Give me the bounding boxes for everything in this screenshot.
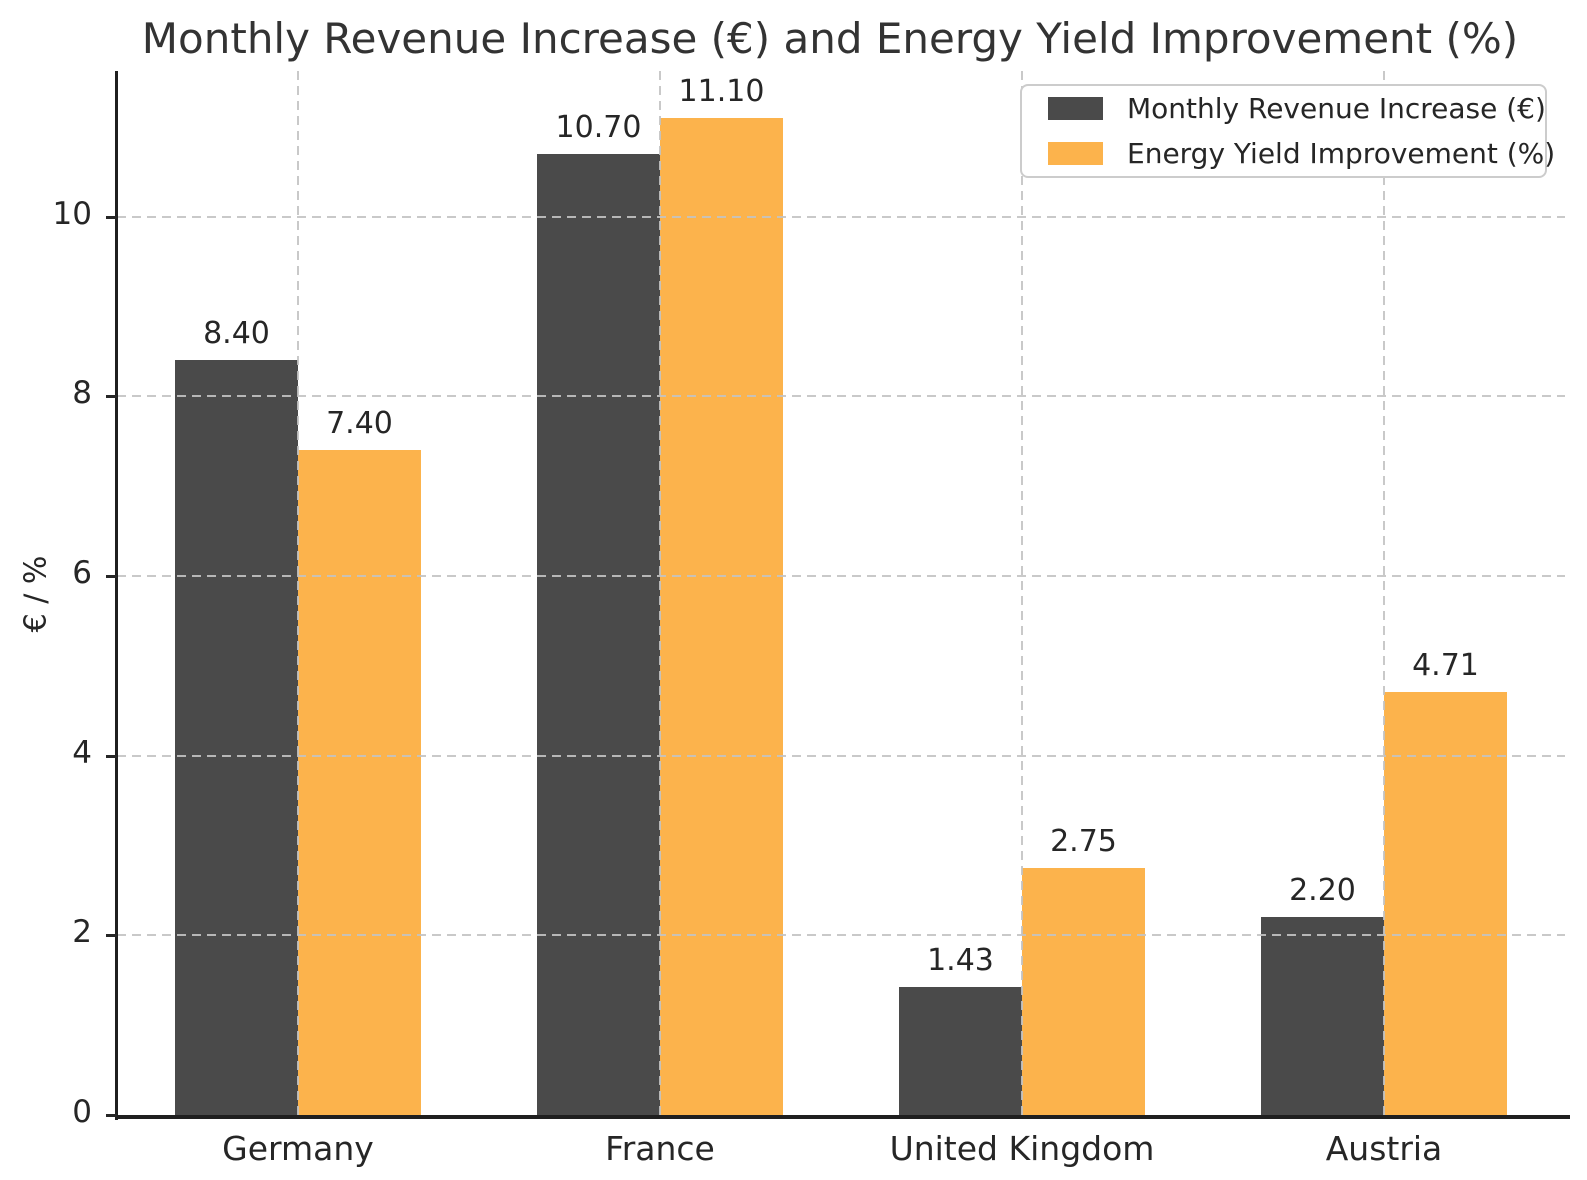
legend: Monthly Revenue Increase (€) Energy Yiel…	[1020, 84, 1555, 178]
x-tick-label: Germany	[222, 1129, 374, 1168]
bar-yield-germany	[298, 450, 421, 1115]
y-tick-label: 0	[72, 1094, 92, 1130]
y-tick-mark	[106, 574, 117, 578]
bar-value-label: 11.10	[678, 73, 765, 109]
y-tick-mark	[106, 754, 117, 758]
y-tick-label: 6	[72, 554, 92, 591]
bar-value-label: 1.43	[927, 942, 994, 978]
bar-revenue-germany	[175, 360, 298, 1115]
x-axis-spine	[115, 1115, 1570, 1119]
legend-swatch-revenue	[1048, 97, 1103, 120]
x-tick-label: France	[605, 1129, 715, 1168]
y-tick-mark	[106, 934, 117, 938]
bar-value-label: 10.70	[555, 109, 642, 145]
x-tick-label: Austria	[1325, 1129, 1443, 1168]
y-tick-mark	[106, 215, 117, 219]
bar-value-label: 4.71	[1412, 647, 1479, 683]
gridline-x-united-kingdom	[1021, 71, 1023, 1115]
gridline-x-germany	[297, 71, 299, 1115]
y-tick-label: 8	[72, 375, 92, 412]
legend-label-revenue: Monthly Revenue Increase (€)	[1127, 92, 1546, 125]
gridline-y-4	[117, 754, 1565, 757]
bar-yield-united-kingdom	[1022, 867, 1145, 1115]
y-tick-label: 10	[52, 195, 92, 232]
y-tick-mark	[106, 395, 117, 399]
bar-value-label: 2.75	[1050, 823, 1117, 859]
y-axis-spine	[115, 71, 118, 1120]
legend-entry-yield: Energy Yield Improvement (%)	[1048, 137, 1555, 170]
legend-label-yield: Energy Yield Improvement (%)	[1127, 137, 1556, 170]
y-tick-mark	[106, 1114, 117, 1117]
bar-value-label: 2.20	[1289, 873, 1356, 909]
bar-yield-france	[660, 117, 783, 1115]
bar-revenue-france	[537, 153, 660, 1115]
gridline-y-8	[117, 395, 1565, 398]
bar-value-label: 7.40	[326, 406, 393, 442]
gridline-y-2	[117, 934, 1565, 937]
gridline-y-10	[117, 215, 1565, 218]
bar-revenue-austria	[1261, 917, 1384, 1115]
y-tick-label: 2	[72, 914, 92, 951]
bar-value-label: 8.40	[203, 316, 270, 352]
legend-swatch-yield	[1048, 142, 1103, 165]
gridline-x-france	[659, 71, 661, 1115]
chart-title: Monthly Revenue Increase (€) and Energy …	[141, 14, 1519, 63]
bar-revenue-united-kingdom	[899, 986, 1022, 1115]
x-tick-label: United Kingdom	[889, 1129, 1155, 1168]
legend-entry-revenue: Monthly Revenue Increase (€)	[1048, 92, 1546, 125]
bar-yield-austria	[1384, 691, 1507, 1115]
gridline-x-austria	[1383, 71, 1385, 1115]
gridline-y-6	[117, 574, 1565, 577]
y-tick-label: 4	[72, 734, 92, 771]
